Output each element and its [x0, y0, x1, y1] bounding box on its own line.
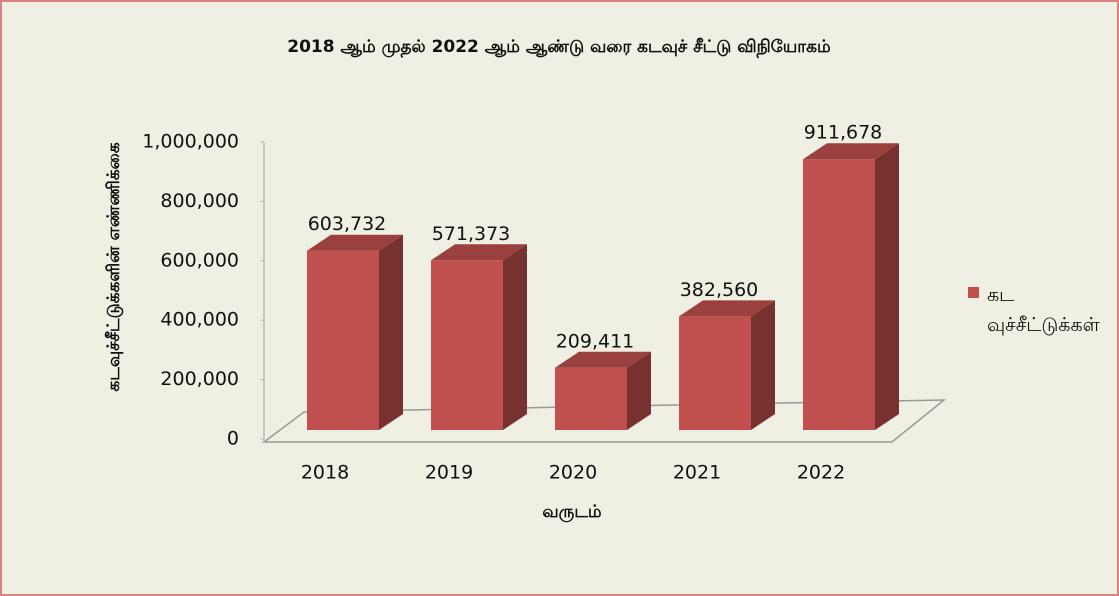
bar-front [431, 260, 503, 430]
legend-label: கடவுச்சீட்டுக்கள் [987, 284, 1100, 336]
x-axis-label: வருடம் [542, 502, 602, 522]
bar [307, 234, 403, 430]
bar-top [555, 351, 651, 368]
data-label: 911,678 [804, 122, 883, 144]
legend-key [968, 287, 979, 298]
bar [803, 143, 899, 430]
bar [431, 244, 527, 430]
bar-front [307, 250, 379, 430]
y-axis-label: கடவுச்சீட்டுக்களின் எண்ணிக்கை [104, 142, 124, 391]
y-tick-label: 0 [227, 428, 239, 450]
y-tick-label: 600,000 [160, 249, 239, 271]
bar [555, 351, 651, 430]
bar-side [875, 143, 899, 430]
data-label: 571,373 [432, 223, 511, 245]
chart-title: 2018 ஆம் முதல் 2022 ஆம் ஆண்டு வரை கடவுச்… [287, 37, 831, 59]
x-tick-label: 2019 [425, 462, 473, 484]
y-tick-label: 200,000 [160, 368, 239, 390]
bar-top [679, 300, 775, 317]
bar-side [379, 234, 403, 430]
bar-front [803, 159, 875, 430]
bar-side [751, 300, 775, 430]
bar-front [555, 367, 627, 430]
bar [679, 300, 775, 430]
floor [261, 399, 947, 443]
x-tick-label: 2020 [549, 462, 597, 484]
bar-front [679, 316, 751, 430]
data-label: 603,732 [308, 213, 387, 235]
bar-side [503, 244, 527, 430]
data-label: 209,411 [556, 330, 635, 352]
y-tick-label: 400,000 [160, 309, 239, 331]
data-label: 382,560 [680, 279, 759, 301]
x-tick-label: 2022 [797, 462, 845, 484]
bar-top [307, 234, 403, 251]
bar-side [627, 351, 651, 430]
y-tick-label: 800,000 [160, 190, 239, 212]
x-tick-label: 2021 [673, 462, 721, 484]
bar-top [431, 244, 527, 261]
bar-top [803, 143, 899, 160]
y-tick-label: 1,000,000 [142, 131, 239, 153]
x-tick-label: 2018 [301, 462, 349, 484]
